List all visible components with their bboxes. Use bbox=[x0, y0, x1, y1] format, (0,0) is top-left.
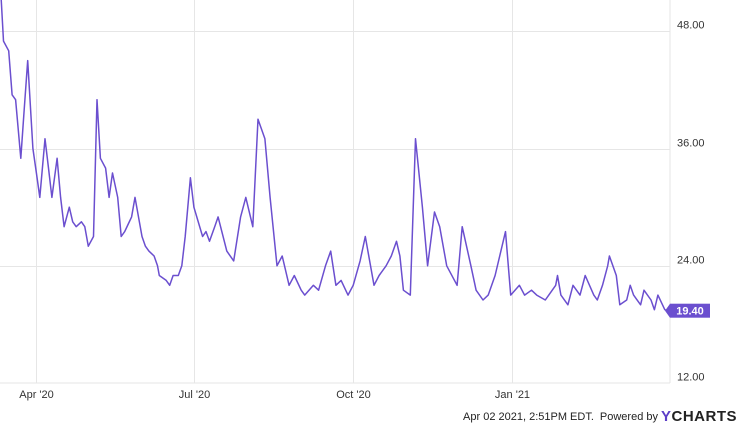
last-value-box bbox=[670, 303, 710, 318]
y-tick-label: 36.00 bbox=[677, 138, 705, 150]
ycharts-logo-text: CHARTS bbox=[671, 408, 737, 425]
x-axis: Apr '20 Jul '20 Oct '20 Jan '21 bbox=[19, 389, 530, 401]
x-tick-label: Jul '20 bbox=[179, 389, 210, 401]
series-line bbox=[0, 0, 669, 312]
last-value-badge: 19.40 bbox=[665, 303, 710, 318]
timestamp-text: Apr 02 2021, 2:51PM EDT. bbox=[463, 410, 594, 423]
y-tick-label: 24.00 bbox=[677, 255, 705, 267]
y-axis: 48.00 36.00 24.00 12.00 bbox=[677, 20, 705, 384]
grid-layer bbox=[0, 0, 671, 384]
powered-by-text: Powered by bbox=[599, 410, 658, 423]
series-line-layer bbox=[0, 0, 669, 312]
ycharts-logo[interactable]: YCHARTS bbox=[661, 408, 737, 425]
last-value-label: 19.40 bbox=[676, 306, 704, 318]
y-tick-label: 12.00 bbox=[677, 372, 705, 384]
x-tick-label: Apr '20 bbox=[19, 389, 54, 401]
ycharts-logo-mark: Y bbox=[660, 408, 672, 425]
x-tick-label: Jan '21 bbox=[495, 389, 530, 401]
chart-footer: Apr 02 2021, 2:51PM EDT. Powered by YCHA… bbox=[463, 408, 737, 425]
last-value-pointer bbox=[665, 303, 670, 318]
y-tick-label: 48.00 bbox=[677, 20, 705, 32]
x-tick-label: Oct '20 bbox=[336, 389, 371, 401]
